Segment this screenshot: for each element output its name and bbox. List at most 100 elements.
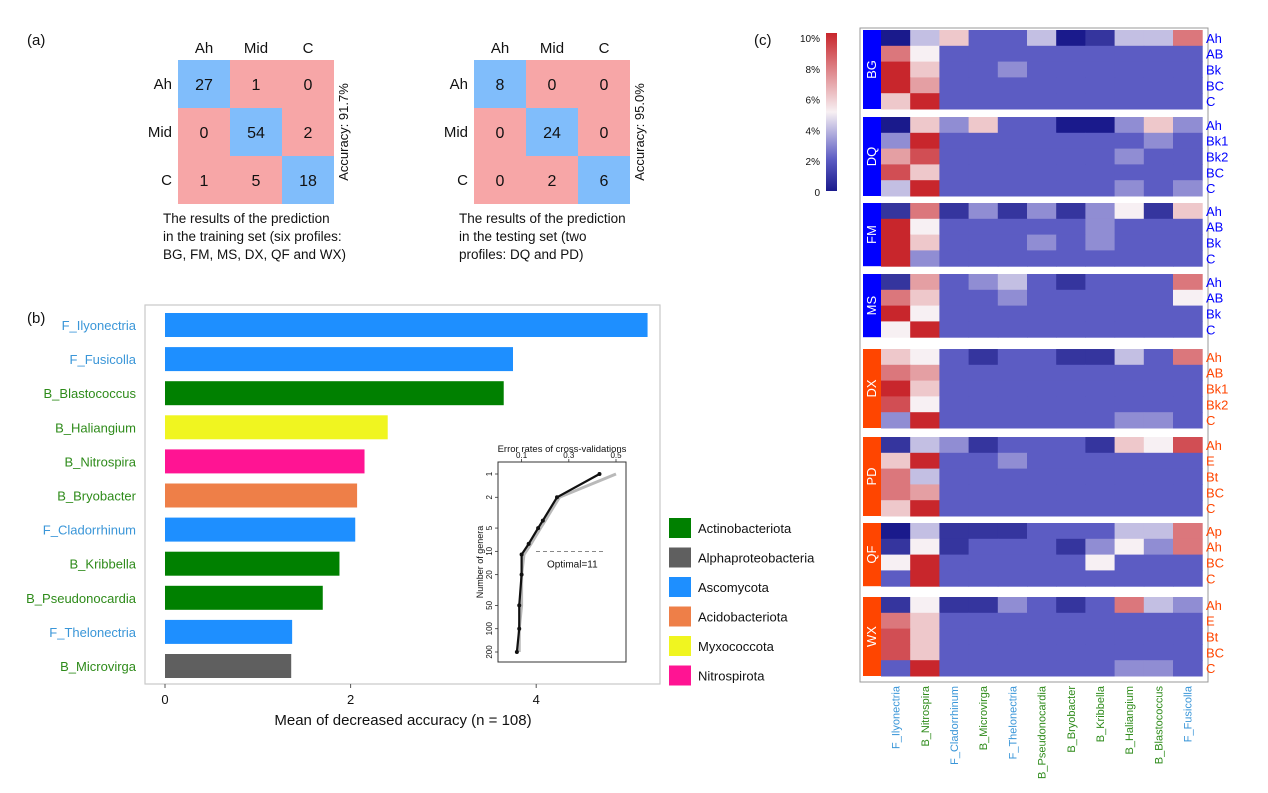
heatmap-cell: [1027, 452, 1057, 470]
matrix-cell-value: 0: [200, 125, 209, 142]
heatmap-cell: [1143, 132, 1174, 150]
row-label: E: [1206, 614, 1215, 629]
legend-swatch: [669, 606, 691, 627]
heatmap-cell: [1027, 93, 1057, 110]
accuracy-label: Accuracy: 91.7%: [336, 83, 351, 181]
heatmap-cell: [881, 484, 911, 501]
heatmap-cell: [997, 148, 1028, 165]
row-label: Ah: [1206, 598, 1222, 613]
heatmap-cell: [1027, 61, 1057, 78]
heatmap-column-label: B_Kribbella: [1095, 685, 1107, 742]
profile-label: DQ: [864, 147, 879, 167]
heatmap-cell: [881, 538, 911, 556]
heatmap-cell: [881, 349, 911, 366]
heatmap-cell: [939, 289, 970, 307]
heatmap-cell: [910, 305, 940, 322]
panel-b: (b) F_Ilyonectria F_Fusicolla B_Blastococcu…: [26, 304, 815, 729]
heatmap-cell: [881, 412, 911, 429]
heatmap-cell: [1056, 132, 1086, 150]
matrix-column-label: Mid: [540, 40, 564, 57]
bar-category-label: B_Bryobacter: [57, 489, 136, 504]
heatmap-cell: [997, 523, 1028, 540]
heatmap-cell: [1085, 30, 1116, 47]
row-label: Ah: [1206, 118, 1222, 133]
heatmap-cell: [1114, 234, 1145, 251]
inset-y-tick-label: 1: [485, 471, 494, 476]
heatmap-cell: [1085, 380, 1116, 397]
heatmap-cell: [910, 148, 940, 165]
heatmap-cell: [1114, 132, 1145, 150]
heatmap-cell: [1085, 452, 1116, 470]
heatmap-cell: [881, 61, 911, 78]
matrix-cell: [474, 108, 526, 156]
row-label: Ah: [1206, 438, 1222, 453]
heatmap-cell: [1114, 305, 1145, 322]
heatmap-cell: [1056, 597, 1086, 614]
heatmap-cell: [910, 644, 940, 661]
heatmap-cell: [997, 500, 1028, 517]
heatmap-cell: [881, 523, 911, 540]
heatmap-cell: [1027, 660, 1057, 677]
heatmap-cell: [1056, 380, 1086, 397]
heatmap-cell: [968, 321, 999, 338]
heatmap-cell: [1085, 484, 1116, 501]
heatmap-cell: [1143, 77, 1174, 94]
row-label: Bk: [1206, 236, 1222, 251]
heatmap-cell: [997, 396, 1028, 413]
heatmap-cell: [1173, 500, 1203, 517]
heatmap-cell: [910, 523, 940, 540]
heatmap-cell: [997, 468, 1028, 485]
heatmap-column-label: B_Pseudonocardia: [1037, 685, 1049, 779]
heatmap-cell: [939, 274, 970, 291]
heatmap-cell: [1027, 117, 1057, 134]
row-label: AB: [1206, 291, 1223, 306]
heatmap-cell: [968, 628, 999, 645]
bar-category-label: F_Cladorrhinum: [43, 523, 136, 538]
heatmap-cell: [1173, 117, 1203, 134]
heatmap-cell: [1056, 274, 1086, 291]
heatmap-cell: [1143, 61, 1174, 78]
heatmap-cell: [1114, 396, 1145, 413]
heatmap-cell: [968, 148, 999, 165]
colorbar: [826, 33, 837, 191]
heatmap-cell: [997, 554, 1028, 571]
heatmap-cell: [1056, 412, 1086, 429]
legend-entry: Ascomycota: [698, 580, 770, 595]
heatmap-cell: [1056, 396, 1086, 413]
heatmap-cell: [1085, 77, 1116, 94]
heatmap-cell: [997, 452, 1028, 470]
cv-point: [517, 626, 522, 631]
plot-frame: [144, 304, 661, 685]
inset-y-axis-label: Number of genera: [475, 526, 485, 599]
profile-label: FM: [864, 225, 879, 244]
matrix-cell: [474, 156, 526, 204]
matrix-column-label: C: [303, 40, 314, 57]
heatmap-cell: [1085, 93, 1116, 110]
heatmap-cell: [1056, 77, 1086, 94]
heatmap-cell: [1173, 250, 1203, 267]
row-label: C: [1206, 181, 1215, 196]
matrix-cell: [578, 60, 630, 108]
heatmap-cell: [939, 364, 970, 382]
heatmap-cell: [1173, 364, 1203, 382]
heatmap-cell: [997, 570, 1028, 587]
heatmap-cell: [881, 93, 911, 110]
heatmap-cell: [1114, 660, 1145, 677]
heatmap-cell: [1085, 289, 1116, 307]
inset-y-tick-label: 5: [485, 525, 494, 530]
matrix-caption-line: profiles: DQ and PD): [459, 247, 584, 262]
heatmap-cell: [1027, 597, 1057, 614]
heatmap-cell: [1143, 250, 1174, 267]
cv-point: [555, 495, 559, 500]
matrix-caption-line: in the training set (six profiles:: [163, 229, 342, 244]
bar-category-label: B_Blastococcus: [44, 386, 137, 401]
legend-entry: Myxococcota: [698, 639, 775, 654]
heatmap-cell: [939, 597, 970, 614]
heatmap-cell: [1085, 570, 1116, 587]
heatmap-cell: [1027, 203, 1057, 220]
heatmap-cell: [1114, 203, 1145, 220]
inset-y-tick-label: 100: [485, 621, 494, 635]
heatmap-cell: [1114, 523, 1145, 540]
heatmap-cell: [1173, 660, 1203, 677]
